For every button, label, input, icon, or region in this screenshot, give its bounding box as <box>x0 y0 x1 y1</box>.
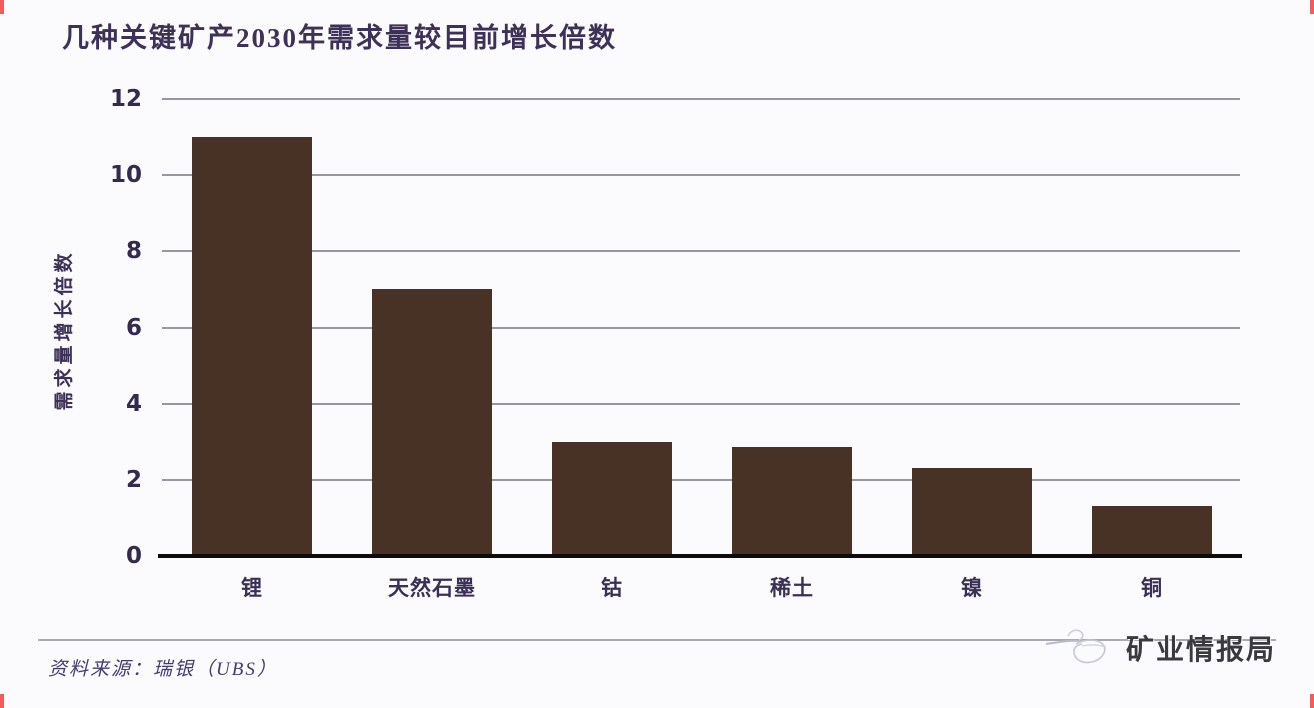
y-tick-label: 12 <box>109 86 142 112</box>
x-tick-label: 锂 <box>241 576 263 600</box>
y-tick-label: 2 <box>125 466 142 493</box>
bar-镍 <box>912 468 1032 556</box>
x-tick-label: 铜 <box>1141 576 1163 600</box>
corner-mark-bottom-left <box>0 694 4 708</box>
y-axis-label: 需求量增长倍数 <box>54 249 75 411</box>
publisher-logo-text: 矿业情报局 <box>1125 634 1276 665</box>
y-tick-label: 0 <box>125 543 142 569</box>
footer-divider <box>38 639 1276 641</box>
y-tick-label: 10 <box>109 162 142 189</box>
corner-mark-top-left <box>0 0 4 14</box>
gridline-y10 <box>162 174 1240 177</box>
gridline-y12 <box>162 98 1240 100</box>
gridline-y2 <box>162 478 1240 481</box>
corner-mark-bottom-right <box>1310 694 1314 708</box>
x-tick-label: 稀土 <box>770 576 814 600</box>
x-axis-line <box>158 554 1242 558</box>
gridline-y4 <box>162 402 1240 405</box>
x-tick-label: 天然石墨 <box>388 576 476 600</box>
bar-锂 <box>192 137 312 556</box>
bar-稀土 <box>732 447 852 556</box>
bar-钴 <box>552 441 672 556</box>
source-note: 资料来源：瑞银（UBS） <box>48 659 278 680</box>
x-tick-label: 钴 <box>601 576 623 600</box>
y-tick-label: 4 <box>125 390 142 417</box>
y-tick-label: 8 <box>125 238 142 265</box>
y-tick-label: 6 <box>125 314 142 341</box>
bar-铜 <box>1092 506 1212 556</box>
gridline-y6 <box>162 326 1240 329</box>
corner-mark-top-right <box>1310 0 1314 14</box>
publisher-logo: 矿业情报局 <box>1045 622 1276 674</box>
bar-天然石墨 <box>372 289 492 556</box>
x-tick-label: 镍 <box>961 576 983 600</box>
chart-title: 几种关键矿产2030年需求量较目前增长倍数 <box>62 23 617 53</box>
sketch-bird-icon <box>1045 629 1107 664</box>
gridline-y8 <box>162 250 1240 253</box>
